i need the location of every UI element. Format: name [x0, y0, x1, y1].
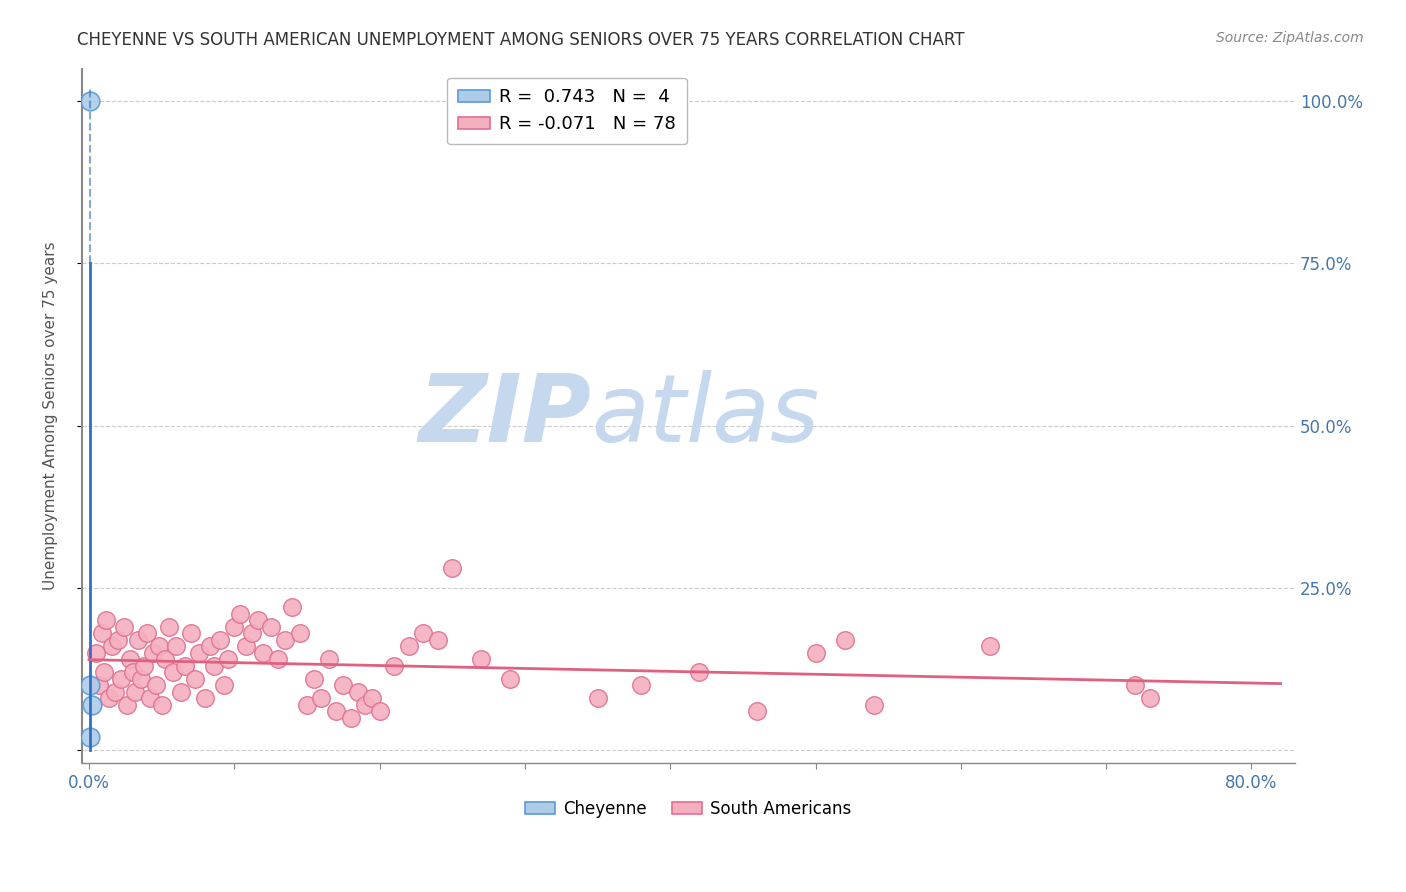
Point — [112, 620, 135, 634]
Point — [174, 658, 197, 673]
Point — [136, 626, 159, 640]
Point — [96, 613, 118, 627]
Point — [246, 613, 269, 627]
Point — [180, 626, 202, 640]
Point — [139, 691, 162, 706]
Point — [212, 678, 235, 692]
Point — [93, 665, 115, 680]
Point — [441, 561, 464, 575]
Point — [499, 672, 522, 686]
Point — [80, 698, 103, 712]
Point — [281, 600, 304, 615]
Point — [157, 620, 180, 634]
Point — [804, 646, 827, 660]
Point — [747, 704, 769, 718]
Point — [162, 665, 184, 680]
Point — [79, 678, 101, 692]
Point — [131, 672, 153, 686]
Point — [148, 640, 170, 654]
Point — [118, 652, 141, 666]
Point — [115, 698, 138, 712]
Point — [862, 698, 884, 712]
Point — [259, 620, 281, 634]
Point — [202, 658, 225, 673]
Point — [101, 640, 124, 654]
Point — [89, 678, 111, 692]
Point — [208, 632, 231, 647]
Point — [332, 678, 354, 692]
Point — [834, 632, 856, 647]
Point — [98, 691, 121, 706]
Text: atlas: atlas — [592, 370, 820, 461]
Point — [412, 626, 434, 640]
Point — [142, 646, 165, 660]
Point — [165, 640, 187, 654]
Point — [979, 640, 1001, 654]
Point — [346, 684, 368, 698]
Point — [169, 684, 191, 698]
Point — [586, 691, 609, 706]
Text: CHEYENNE VS SOUTH AMERICAN UNEMPLOYMENT AMONG SENIORS OVER 75 YEARS CORRELATION : CHEYENNE VS SOUTH AMERICAN UNEMPLOYMENT … — [77, 31, 965, 49]
Point — [224, 620, 246, 634]
Point — [79, 730, 101, 744]
Point — [295, 698, 318, 712]
Point — [382, 658, 405, 673]
Point — [235, 640, 257, 654]
Point — [426, 632, 449, 647]
Point — [311, 691, 333, 706]
Point — [145, 678, 167, 692]
Point — [688, 665, 710, 680]
Point — [240, 626, 263, 640]
Point — [188, 646, 211, 660]
Point — [110, 672, 132, 686]
Point — [229, 607, 252, 621]
Point — [288, 626, 311, 640]
Point — [252, 646, 274, 660]
Text: ZIP: ZIP — [419, 370, 592, 462]
Point — [121, 665, 143, 680]
Point — [325, 704, 347, 718]
Point — [1123, 678, 1146, 692]
Point — [194, 691, 217, 706]
Point — [91, 626, 114, 640]
Point — [107, 632, 129, 647]
Point — [1139, 691, 1161, 706]
Point — [339, 711, 361, 725]
Point — [127, 632, 149, 647]
Point — [470, 652, 492, 666]
Point — [184, 672, 207, 686]
Point — [218, 652, 240, 666]
Point — [153, 652, 176, 666]
Point — [398, 640, 420, 654]
Point — [274, 632, 297, 647]
Point — [354, 698, 377, 712]
Point — [150, 698, 173, 712]
Point — [368, 704, 391, 718]
Point — [630, 678, 652, 692]
Point — [104, 684, 127, 698]
Point — [267, 652, 290, 666]
Point — [361, 691, 384, 706]
Text: Source: ZipAtlas.com: Source: ZipAtlas.com — [1216, 31, 1364, 45]
Point — [124, 684, 146, 698]
Point — [134, 658, 156, 673]
Point — [84, 646, 107, 660]
Point — [318, 652, 340, 666]
Legend: Cheyenne, South Americans: Cheyenne, South Americans — [519, 793, 858, 824]
Y-axis label: Unemployment Among Seniors over 75 years: Unemployment Among Seniors over 75 years — [44, 242, 58, 591]
Point — [302, 672, 325, 686]
Point — [79, 94, 101, 108]
Point — [198, 640, 221, 654]
